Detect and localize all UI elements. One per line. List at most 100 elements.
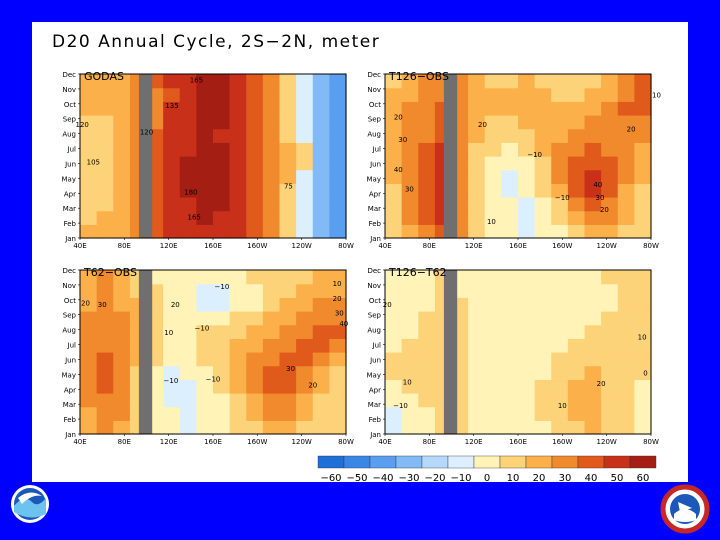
contour-label: 20 (478, 121, 487, 129)
heatmap-cell (601, 338, 619, 353)
contour-label: −10 (215, 283, 230, 291)
heatmap-cell (518, 379, 536, 394)
heatmap-cell (501, 197, 519, 212)
month-tick-label: Jan (64, 235, 76, 243)
lon-tick-label: 40E (73, 242, 86, 250)
heatmap-cell (518, 352, 536, 367)
heatmap-cell (634, 74, 652, 89)
heatmap-cell (262, 101, 281, 116)
heatmap-cell (296, 338, 314, 353)
heatmap-cell (601, 406, 619, 421)
heatmap-cell (80, 420, 98, 435)
heatmap-cell (296, 406, 314, 421)
heatmap-cell (179, 210, 197, 225)
heatmap-cell (468, 393, 486, 408)
heatmap-cell (385, 210, 403, 225)
heatmap-cell (96, 210, 114, 225)
heatmap-cell (329, 393, 347, 408)
heatmap-cell (634, 115, 652, 130)
heatmap-cell (262, 270, 281, 285)
heatmap-cell (418, 311, 436, 326)
heatmap-cell (229, 210, 247, 225)
heatmap-cell (385, 87, 403, 102)
heatmap-cell (213, 365, 231, 380)
heatmap-cell (601, 210, 619, 225)
heatmap-cell (584, 270, 602, 285)
heatmap-cell (196, 101, 214, 116)
heatmap-cell (196, 183, 214, 198)
heatmap-cell (584, 420, 602, 435)
heatmap-cell (468, 297, 486, 312)
heatmap-cell (113, 379, 131, 394)
heatmap-cell (213, 210, 231, 225)
month-tick-label: Mar (63, 205, 76, 213)
figure-title: D20 Annual Cycle, 2S−2N, meter (52, 32, 381, 52)
heatmap-cell (601, 142, 619, 157)
heatmap-cell (518, 324, 536, 339)
month-tick-label: Mar (63, 401, 76, 409)
heatmap-cell (634, 338, 652, 353)
heatmap-cell (418, 169, 436, 184)
heatmap-cell (163, 393, 181, 408)
heatmap-cell (551, 283, 569, 298)
heatmap-cell (468, 74, 486, 89)
heatmap-cell (385, 128, 403, 143)
heatmap-cell (385, 74, 403, 89)
heatmap-cell (196, 420, 214, 435)
heatmap-cell (401, 128, 419, 143)
heatmap-cell (534, 393, 552, 408)
heatmap-cell (534, 283, 552, 298)
heatmap-cell (229, 169, 247, 184)
heatmap-cell (296, 420, 314, 435)
heatmap-cell (279, 420, 297, 435)
heatmap-cell (385, 197, 403, 212)
heatmap-cell (385, 297, 403, 312)
lon-tick-label: 120E (160, 438, 178, 446)
heatmap-cell (279, 297, 297, 312)
lon-tick-label: 80E (118, 438, 131, 446)
heatmap-cell (401, 183, 419, 198)
heatmap-cell (196, 197, 214, 212)
colorbar-label: −20 (424, 473, 445, 484)
month-tick-label: Sep (63, 312, 77, 320)
heatmap-cell (584, 406, 602, 421)
heatmap-cell (484, 101, 502, 116)
heatmap-cell (617, 379, 635, 394)
heatmap-cell (617, 324, 635, 339)
heatmap-cell (312, 115, 330, 130)
heatmap-cell (213, 142, 231, 157)
heatmap-cell (279, 338, 297, 353)
heatmap-cell (312, 352, 330, 367)
heatmap-cell (213, 270, 231, 285)
heatmap-cell (501, 156, 519, 171)
heatmap-cell (163, 101, 181, 116)
heatmap-cell (551, 197, 569, 212)
heatmap-cell (468, 283, 486, 298)
heatmap-cell (80, 183, 98, 198)
heatmap-cell (312, 224, 330, 239)
heatmap-cell (262, 352, 281, 367)
contour-label: 30 (286, 365, 295, 373)
heatmap-cell (468, 142, 486, 157)
heatmap-cell (296, 183, 314, 198)
heatmap-cell (518, 224, 536, 239)
heatmap-cell (501, 169, 519, 184)
heatmap-cell (501, 128, 519, 143)
heatmap-cell (196, 283, 214, 298)
heatmap-cell (213, 74, 231, 89)
heatmap-cell (96, 406, 114, 421)
heatmap-cell (617, 338, 635, 353)
heatmap-cell (262, 379, 281, 394)
heatmap-cell (229, 420, 247, 435)
heatmap-cell (296, 311, 314, 326)
heatmap-cell (551, 210, 569, 225)
heatmap-cell (534, 311, 552, 326)
contour-label: 20 (333, 295, 342, 303)
heatmap-cell (401, 270, 419, 285)
month-tick-label: Jul (67, 342, 77, 350)
heatmap-cell (246, 183, 264, 198)
heatmap-cell (534, 270, 552, 285)
heatmap-cell (567, 324, 586, 339)
month-tick-label: Jun (369, 357, 381, 365)
heatmap-cell (196, 270, 214, 285)
